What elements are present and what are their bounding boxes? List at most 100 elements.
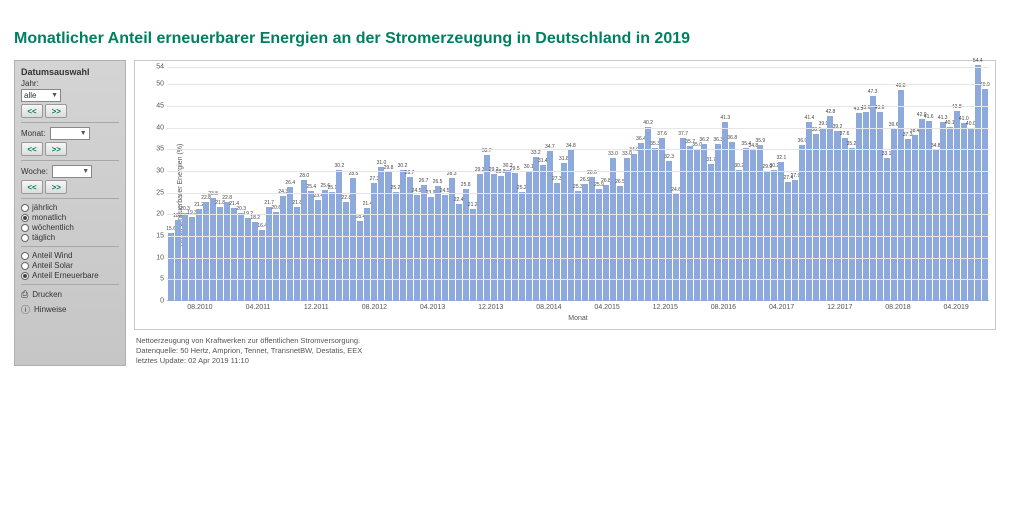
gridline [167, 214, 989, 215]
bar[interactable]: 18.4 [357, 221, 363, 301]
radio-label: Anteil Wind [32, 251, 72, 260]
x-tick-label: 08.2010 [187, 304, 212, 311]
bar[interactable]: 26.5 [617, 186, 623, 301]
bar[interactable]: 31.7 [708, 164, 714, 301]
bar[interactable]: 27.9 [792, 180, 798, 301]
series-radio-0[interactable]: Anteil Wind [21, 251, 119, 260]
bar[interactable]: 42.8 [827, 116, 833, 301]
bar[interactable]: 25.6 [322, 190, 328, 301]
month-select[interactable]: ▼ [50, 127, 90, 140]
period-radio-3[interactable]: täglich [21, 233, 119, 242]
week-prev-button[interactable]: << [21, 180, 43, 194]
bar[interactable]: 21.2 [470, 209, 476, 301]
bar[interactable]: 28.8 [498, 176, 504, 301]
bar[interactable]: 26.9 [582, 184, 588, 301]
bar[interactable]: 24.5 [414, 195, 420, 301]
period-radio-0[interactable]: jährlich [21, 203, 119, 212]
bar[interactable]: 25.9 [596, 189, 602, 301]
series-radio-2[interactable]: Anteil Erneuerbare [21, 271, 119, 280]
bar-value-label: 37.6 [657, 132, 667, 137]
bar[interactable]: 16.4 [259, 230, 265, 301]
bar[interactable]: 28.0 [301, 180, 307, 301]
bar[interactable]: 21.4 [364, 208, 370, 301]
bar[interactable]: 26.7 [421, 185, 427, 301]
bar[interactable]: 31.4 [540, 165, 546, 301]
bar[interactable]: 37.6 [842, 138, 848, 301]
bar[interactable]: 43.6 [863, 112, 869, 301]
bar[interactable]: 19.3 [189, 217, 195, 301]
bar-value-label: 28.3 [447, 172, 457, 177]
bar[interactable]: 21.2 [196, 209, 202, 301]
bar[interactable]: 43.6 [877, 112, 883, 301]
bar[interactable]: 22.4 [456, 204, 462, 301]
bar[interactable]: 26.5 [435, 186, 441, 301]
bar[interactable]: 37.6 [659, 138, 665, 301]
period-radio-2[interactable]: wöchentlich [21, 223, 119, 232]
bar[interactable]: 43.5 [856, 113, 862, 302]
bar[interactable]: 37.3 [905, 139, 911, 301]
print-button[interactable]: ⎙ Drucken [21, 289, 119, 300]
bar[interactable]: 31.0 [378, 167, 384, 301]
bar[interactable]: 25.2 [519, 192, 525, 301]
bar[interactable]: 28.7 [407, 177, 413, 301]
bar[interactable]: 48.8 [898, 90, 904, 301]
bar[interactable]: 27.3 [371, 183, 377, 301]
bar[interactable]: 43.8 [954, 111, 960, 301]
bar-value-label: 32.3 [664, 155, 674, 160]
bar[interactable]: 22.8 [343, 202, 349, 301]
week-next-button[interactable]: >> [45, 180, 67, 194]
bar[interactable]: 21.8 [217, 207, 223, 301]
bar[interactable]: 24.3 [280, 196, 286, 301]
bar[interactable]: 18.6 [175, 220, 181, 301]
year-next-button[interactable]: >> [45, 104, 67, 118]
bar[interactable]: 21.7 [266, 207, 272, 301]
bar[interactable]: 39.2 [834, 131, 840, 301]
radio-icon [21, 234, 29, 242]
bar[interactable]: 22.8 [224, 202, 230, 301]
bar[interactable]: 36.4 [638, 143, 644, 301]
bar[interactable]: 19.2 [245, 218, 251, 301]
bar[interactable]: 25.3 [575, 191, 581, 301]
bar[interactable]: 15.6 [168, 233, 174, 301]
year-select[interactable]: alle ▼ [21, 89, 61, 102]
bar[interactable]: 26.8 [603, 185, 609, 301]
month-prev-button[interactable]: << [21, 142, 43, 156]
bar[interactable]: 25.1 [329, 192, 335, 301]
bar[interactable]: 36.0 [799, 145, 805, 301]
week-select-group: Woche: ▼ << >> [21, 165, 119, 194]
bar[interactable]: 31.8 [561, 163, 567, 301]
bar[interactable]: 18.2 [252, 222, 258, 301]
week-select[interactable]: ▼ [52, 165, 92, 178]
bar[interactable]: 49.0 [982, 89, 988, 301]
y-tick-label: 25 [146, 189, 164, 196]
year-prev-button[interactable]: << [21, 104, 43, 118]
sidebar-controls: Datumsauswahl Jahr: alle ▼ << >> Monat: … [14, 60, 126, 366]
bar[interactable]: 27.4 [785, 182, 791, 301]
bar[interactable]: 38.5 [813, 134, 819, 301]
bar[interactable]: 21.4 [231, 208, 237, 301]
series-radio-1[interactable]: Anteil Solar [21, 261, 119, 270]
bar[interactable]: 28.6 [589, 177, 595, 301]
bar[interactable]: 21.8 [294, 207, 300, 301]
bar[interactable]: 36.3 [715, 144, 721, 301]
x-tick-label: 04.2019 [943, 304, 968, 311]
period-radio-1[interactable]: monatlich [21, 213, 119, 222]
bar[interactable]: 35.7 [687, 146, 693, 301]
bar[interactable]: 35.0 [694, 149, 700, 301]
bar[interactable]: 38.4 [912, 135, 918, 301]
bar[interactable]: 37.7 [680, 138, 686, 301]
info-button[interactable]: ⓘ Hinweise [21, 303, 119, 316]
bar[interactable]: 24.5 [442, 195, 448, 301]
bar[interactable]: 20.6 [273, 212, 279, 301]
bar[interactable]: 28.5 [350, 178, 356, 302]
bar[interactable]: 22.8 [203, 202, 209, 301]
month-next-button[interactable]: >> [45, 142, 67, 156]
bar[interactable]: 25.4 [308, 191, 314, 301]
bar[interactable]: 36.2 [701, 144, 707, 301]
bar[interactable]: 23.9 [428, 197, 434, 301]
bar[interactable]: 27.3 [554, 183, 560, 301]
bar[interactable]: 54.4 [975, 65, 981, 301]
bar[interactable]: 42.0 [919, 119, 925, 301]
bar[interactable]: 24.6 [673, 194, 679, 301]
bar[interactable]: 25.2 [393, 192, 399, 301]
